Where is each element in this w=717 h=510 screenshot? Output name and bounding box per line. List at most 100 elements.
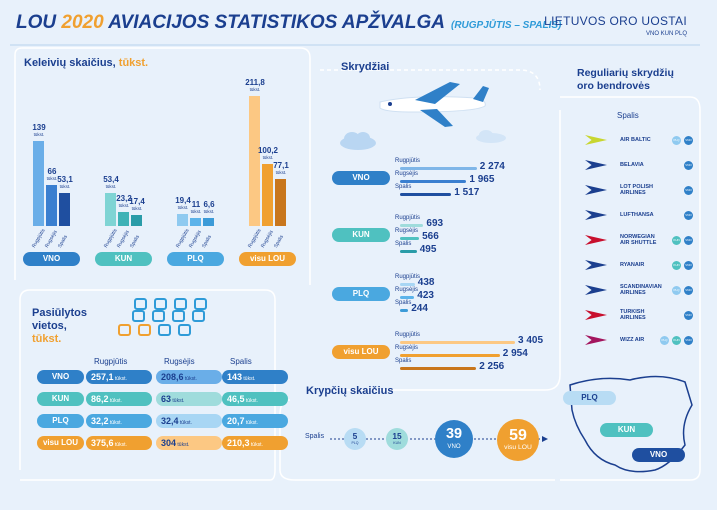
seats-column-2: Spalis <box>230 357 252 366</box>
airline-logo-1 <box>585 160 607 170</box>
passenger-bar-PLQ-1 <box>190 218 201 226</box>
airline-tag-0-PLQ: PLQ <box>672 136 681 145</box>
flights-month-visu LOU-2: Spalis <box>395 358 412 364</box>
flights-value-KUN-0: 693 <box>426 218 444 229</box>
airline-tag-8-VNO: VNO <box>684 336 693 345</box>
flights-bar-VNO-0 <box>400 167 477 170</box>
title-main: AVIACIJOS STATISTIKOS APŽVALGA <box>103 12 445 33</box>
seats-cell-visu LOU-2: 210,3 tūkst. <box>222 436 288 450</box>
direction-circle-visu LOU: 59 visu LOU <box>497 419 539 461</box>
passenger-value-PLQ-2: 6,6 tūkst. <box>203 200 215 215</box>
airline-logo-7 <box>585 310 607 320</box>
passenger-value-PLQ-1: 11 tūkst. <box>190 200 202 215</box>
flights-month-PLQ-0: Rugpjūtis <box>395 274 421 280</box>
seats-cell-PLQ-1: 32,4 tūkst. <box>156 414 222 428</box>
flights-month-KUN-0: Rugpjūtis <box>395 215 421 221</box>
company-logo-sub: VNO KUN PLQ <box>645 31 687 37</box>
flights-bar-VNO-2 <box>400 193 452 196</box>
airlines-heading: Reguliarių skrydžių oro bendrovės <box>577 67 674 92</box>
passengers-heading: Keleivių skaičius, tūkst. <box>24 57 149 69</box>
flights-value-PLQ-0: 438 <box>417 277 435 288</box>
seats-icon <box>112 296 217 346</box>
airline-logo-3 <box>585 210 607 220</box>
passenger-value-VNO-2: 53,1 tūkst. <box>57 175 73 190</box>
flights-month-visu LOU-0: Rugpjūtis <box>395 332 421 338</box>
flights-airport-KUN: KUN <box>332 228 390 242</box>
passenger-bar-visu LOU-1 <box>262 164 273 226</box>
page-title: LOU 2020 AVIACIJOS STATISTIKOS APŽVALGA (… <box>16 12 561 34</box>
airline-name-4: NORWEGIAN AIR SHUTTLE <box>620 234 657 246</box>
passenger-value-PLQ-0: 19,4 tūkst. <box>175 196 191 211</box>
airline-tag-8-PLQ: PLQ <box>660 336 669 345</box>
seats-cell-PLQ-2: 20,7 tūkst. <box>222 414 288 428</box>
flights-value-PLQ-1: 423 <box>417 290 434 301</box>
seats-cell-KUN-0: 86,2 tūkst. <box>86 392 152 406</box>
airline-tag-5-KUN: KUN <box>672 261 681 270</box>
passenger-bar-VNO-0 <box>33 140 44 226</box>
airline-tag-6-VNO: VNO <box>684 286 693 295</box>
airline-name-7: TURKISH AIRLINES <box>620 309 646 321</box>
flights-bar-visu LOU-1 <box>400 354 500 357</box>
flights-airport-VNO: VNO <box>332 171 390 185</box>
airline-logo-2 <box>585 185 607 195</box>
direction-circle-VNO: 39 VNO <box>435 420 473 458</box>
flights-bar-visu LOU-2 <box>400 367 477 370</box>
airline-logo-8 <box>585 335 607 345</box>
passenger-bar-KUN-0 <box>105 193 116 226</box>
airline-name-0: AIR BALTIC <box>620 137 651 143</box>
flights-bar-PLQ-0 <box>400 283 415 286</box>
title-period: (RUGPJŪTIS – SPALIS) <box>451 20 562 31</box>
flights-month-PLQ-2: Spalis <box>395 300 412 306</box>
seats-airport-visu LOU: visu LOU <box>37 436 84 450</box>
flights-value-visu LOU-2: 2 256 <box>479 361 505 372</box>
flights-value-PLQ-2: 244 <box>411 303 428 314</box>
map-label-kun: KUN <box>600 423 653 437</box>
airline-tag-6-PLQ: PLQ <box>672 286 681 295</box>
flights-value-VNO-2: 1 517 <box>454 187 480 198</box>
seats-airport-VNO: VNO <box>37 370 84 384</box>
flights-bar-PLQ-2 <box>400 309 409 312</box>
flights-value-VNO-1: 1 965 <box>469 174 495 185</box>
seats-cell-KUN-1: 63 tūkst. <box>156 392 222 406</box>
passenger-airport-VNO: VNO <box>23 252 80 266</box>
flights-bar-PLQ-1 <box>400 296 415 299</box>
seats-cell-visu LOU-0: 375,6 tūkst. <box>86 436 152 450</box>
flights-month-KUN-1: Rugsėjis <box>395 228 419 234</box>
airline-logo-0 <box>585 135 607 145</box>
airline-tag-2-VNO: VNO <box>684 186 693 195</box>
seats-cell-PLQ-0: 32,2 tūkst. <box>86 414 152 428</box>
direction-circle-PLQ: 5 PLQ <box>344 428 366 450</box>
passenger-value-KUN-2: 17,4 tūkst. <box>129 197 145 212</box>
flights-bar-KUN-1 <box>400 237 420 240</box>
direction-circle-KUN: 15 KUN <box>386 428 408 450</box>
passenger-airport-PLQ: PLQ <box>167 252 224 266</box>
airline-tag-3-VNO: VNO <box>684 211 693 220</box>
passenger-value-VNO-0: 139 tūkst. <box>32 122 46 137</box>
airline-logo-5 <box>585 260 607 270</box>
passenger-bar-VNO-1 <box>46 185 57 226</box>
passenger-bar-PLQ-0 <box>177 214 188 226</box>
airline-tag-8-KUN: KUN <box>672 336 681 345</box>
directions-month: Spalis <box>305 433 325 440</box>
airline-tag-1-VNO: VNO <box>684 161 693 170</box>
flights-month-VNO-1: Rugsėjis <box>395 171 419 177</box>
flights-month-visu LOU-1: Rugsėjis <box>395 345 419 351</box>
airline-name-2: LOT POLISH AIRLINES <box>620 184 653 196</box>
airline-name-3: LUFTHANSA <box>620 212 654 218</box>
flights-value-visu LOU-1: 2 954 <box>502 348 528 359</box>
airline-logo-4 <box>585 235 607 245</box>
airline-tag-7-VNO: VNO <box>684 311 693 320</box>
passenger-bar-visu LOU-0 <box>249 96 260 226</box>
seats-column-1: Rugsėjis <box>164 357 195 366</box>
seats-airport-KUN: KUN <box>37 392 84 406</box>
map-label-plq: PLQ <box>563 391 616 405</box>
airline-name-1: BELAVIA <box>620 162 644 168</box>
flights-bar-visu LOU-0 <box>400 341 515 344</box>
passenger-value-VNO-1: 66 tūkst. <box>46 167 58 182</box>
airline-tag-0-VNO: VNO <box>684 136 693 145</box>
